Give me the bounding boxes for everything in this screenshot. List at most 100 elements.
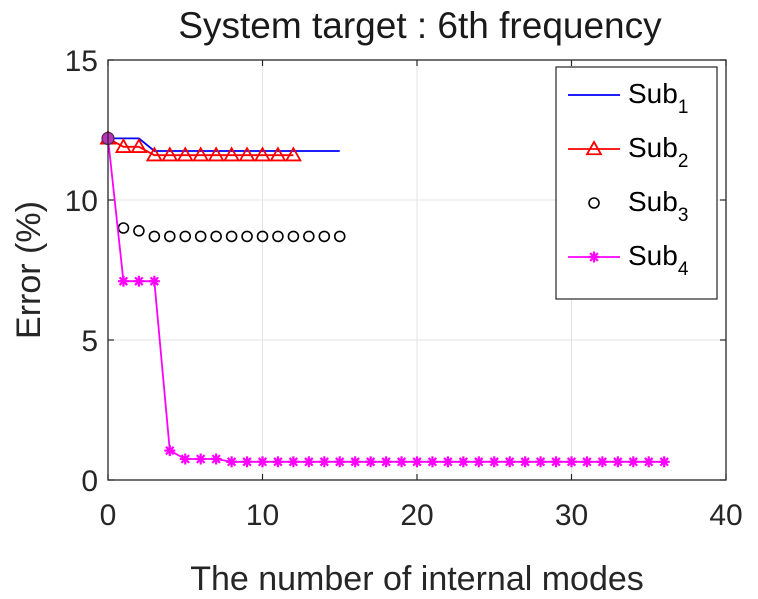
series-4-point-stroke (597, 457, 608, 467)
series-4-point (627, 456, 639, 468)
series-4-point-stroke (273, 457, 283, 467)
series-3-point (133, 225, 145, 237)
series-4-point (488, 456, 500, 468)
series-2-point (238, 146, 256, 162)
x-tick-label: 40 (709, 499, 742, 532)
series-4-point-stroke (211, 454, 221, 464)
y-axis-label: Error (%) (10, 201, 48, 339)
series-4-point (581, 456, 593, 468)
y-tick-label: 10 (65, 185, 98, 218)
series-3-point (241, 230, 253, 243)
series-4-point-stroke (396, 457, 407, 467)
series-4-point-stroke (196, 454, 206, 464)
series-4-point-stroke (366, 457, 376, 467)
series-4-point-stroke (319, 457, 329, 467)
series-4-point-stroke (644, 457, 654, 467)
series-4-point-stroke (180, 454, 190, 464)
series-4-point (272, 456, 284, 468)
series-3-point (148, 230, 161, 243)
series-2-point (284, 146, 302, 162)
series-4-point-stroke (505, 457, 515, 467)
series-4-point-stroke (165, 445, 175, 456)
legend-label-text: Sub (628, 132, 678, 163)
series-3-point (272, 230, 284, 243)
series-4-point (473, 456, 485, 468)
series-4-point (535, 456, 547, 468)
series-4-point-stroke (335, 457, 345, 467)
series-4-point-stroke (288, 457, 299, 467)
legend-label-text: Sub (628, 186, 678, 217)
series-4-point (117, 275, 129, 287)
series-2-point (207, 146, 225, 162)
series-3-point (333, 230, 346, 243)
legend-label-subscript: 2 (678, 151, 689, 172)
series-2-point (161, 146, 179, 162)
series-4-point-stroke (458, 457, 468, 467)
series-4-point-stroke (304, 457, 314, 467)
y-tick-label: 0 (81, 465, 98, 498)
series-4-point (226, 456, 238, 468)
series-4-point-stroke (381, 457, 391, 467)
series-4-point (365, 456, 377, 468)
series-layer (99, 129, 670, 468)
series-4-point (164, 445, 176, 457)
series-4-point-stroke (582, 457, 592, 467)
x-axis-ticks: 0 10 20 30 40 (100, 60, 743, 532)
legend-label-subscript: 1 (678, 97, 689, 118)
series-4-point-stroke (427, 457, 438, 467)
series-2-point (145, 146, 163, 162)
series-4-point (241, 456, 253, 468)
series-2-point (176, 146, 194, 162)
series-4-point (179, 453, 191, 465)
series-3-point (303, 230, 315, 243)
series-4-point (303, 456, 315, 468)
series-4-point-stroke (489, 457, 499, 467)
series-2-point (269, 146, 287, 162)
x-tick-label: 0 (100, 499, 117, 532)
y-axis-ticks: 0 5 10 15 (65, 45, 726, 498)
series-4-point (411, 456, 423, 468)
legend-label: Sub3 (628, 186, 688, 226)
legend-label-subscript: 3 (678, 205, 689, 226)
series-4-point-stroke (350, 457, 360, 467)
series-4-point (658, 456, 670, 468)
legend-label-text: Sub (628, 240, 678, 271)
series-2-line (107, 137, 294, 157)
series-4-point (318, 456, 330, 468)
series-4-point-stroke (613, 457, 623, 467)
series-4-point-stroke (257, 457, 268, 467)
series-4-point (612, 456, 624, 468)
series-2-point (253, 146, 272, 162)
x-axis-label: The number of internal modes (190, 560, 644, 598)
legend-entry-3: Sub3 (588, 186, 688, 226)
series-4-point (287, 456, 299, 468)
series-2-point (130, 137, 148, 153)
series-4-point (195, 453, 207, 465)
legend-label: Sub1 (628, 78, 688, 118)
series-3-point (210, 230, 222, 243)
series-3-point (194, 230, 207, 243)
series-3-point (164, 230, 176, 243)
legend-label-text: Sub (628, 78, 678, 109)
legend-entry-1: Sub1 (568, 78, 688, 118)
series-4-point (257, 456, 268, 468)
series-4-point-stroke (474, 457, 484, 467)
series-3-point (256, 230, 269, 243)
series-4-point (396, 456, 408, 468)
series-4-point-stroke (412, 457, 422, 467)
series-4-point-stroke (551, 457, 561, 467)
series-3-point (318, 230, 331, 243)
series-1-line (108, 137, 340, 152)
series-4-point (349, 456, 361, 468)
series-4-point (504, 456, 516, 468)
series-4-point-stroke (659, 457, 669, 467)
x-tick-label: 10 (246, 499, 279, 532)
legend-entry-2: Sub2 (568, 132, 688, 172)
series-4-point-stroke (628, 457, 638, 467)
legend-label-subscript: 4 (678, 259, 689, 280)
series-4 (102, 132, 670, 468)
series-2-point (114, 137, 133, 153)
series-4-point-stroke (242, 457, 252, 467)
series-4-point (643, 456, 655, 468)
y-tick-label: 5 (81, 325, 98, 358)
